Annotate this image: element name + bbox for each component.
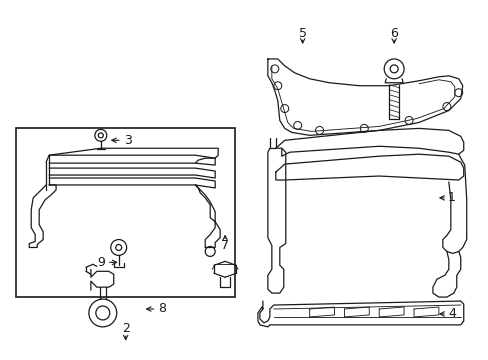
Text: 1: 1 [447, 192, 455, 204]
Text: 4: 4 [447, 307, 455, 320]
Text: 5: 5 [298, 27, 306, 40]
Text: 7: 7 [221, 239, 229, 252]
Text: 8: 8 [158, 302, 166, 315]
Text: 3: 3 [123, 134, 131, 147]
Bar [16, 129, 235, 297]
Text: 2: 2 [122, 322, 129, 336]
Text: 6: 6 [389, 27, 397, 40]
Text: 9: 9 [97, 256, 104, 269]
